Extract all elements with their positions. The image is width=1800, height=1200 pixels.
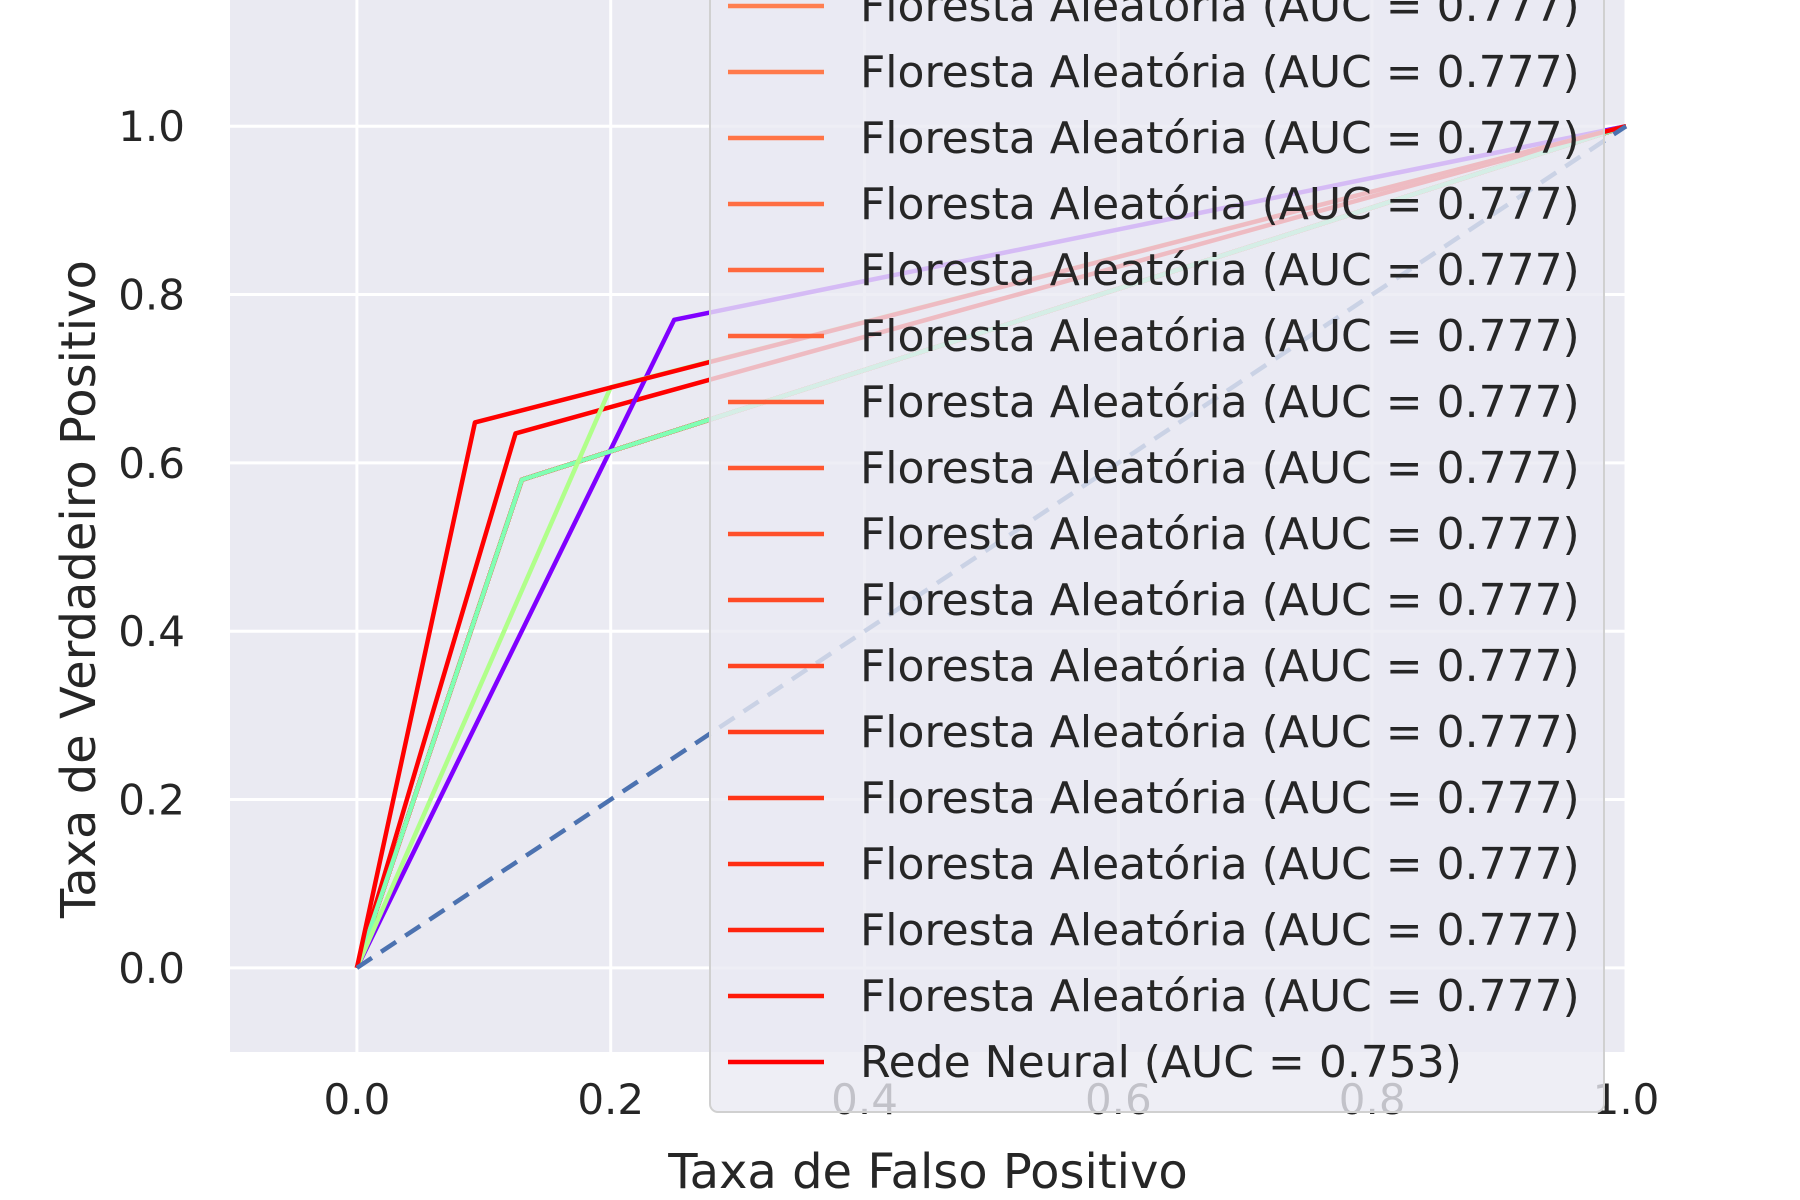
- legend-entry-label: Floresta Aleatória (AUC = 0.777): [860, 707, 1580, 758]
- legend-entry-label: Floresta Aleatória (AUC = 0.777): [860, 575, 1580, 626]
- legend-entry-label: Floresta Aleatória (AUC = 0.777): [860, 113, 1580, 164]
- y-tick-label: 0.6: [118, 439, 185, 488]
- y-tick-label: 0.8: [118, 271, 185, 320]
- legend-entry-label: Floresta Aleatória (AUC = 0.777): [860, 377, 1580, 428]
- y-tick-label: 0.4: [118, 607, 185, 656]
- legend-entry-label: Floresta Aleatória (AUC = 0.777): [860, 905, 1580, 956]
- legend-entry-label: Floresta Aleatória (AUC = 0.777): [860, 0, 1580, 32]
- legend-entry-label: Floresta Aleatória (AUC = 0.777): [860, 179, 1580, 230]
- legend: Floresta Aleatória (AUC = 0.777) Floresta…: [709, 0, 1605, 1113]
- y-tick-label: 0.0: [118, 944, 185, 993]
- legend-entry-label: Floresta Aleatória (AUC = 0.777): [860, 443, 1580, 494]
- y-axis-label: Taxa de Verdadeiro Positivo: [51, 260, 107, 919]
- legend-entry-label: Floresta Aleatória (AUC = 0.777): [860, 971, 1580, 1022]
- legend-entry-label: Floresta Aleatória (AUC = 0.777): [860, 47, 1580, 98]
- legend-frame: [709, 0, 1605, 1113]
- legend-entry-label: Floresta Aleatória (AUC = 0.777): [860, 641, 1580, 692]
- x-axis-label: Taxa de Falso Positivo: [667, 1144, 1188, 1200]
- legend-entry-label: Floresta Aleatória (AUC = 0.777): [860, 245, 1580, 296]
- legend-entry-label: Floresta Aleatória (AUC = 0.777): [860, 311, 1580, 362]
- x-tick-label: 0.2: [577, 1075, 644, 1124]
- legend-entry-label: Rede Neural (AUC = 0.753): [860, 1037, 1462, 1088]
- y-tick-label: 0.2: [118, 776, 185, 825]
- legend-entry-label: Floresta Aleatória (AUC = 0.777): [860, 509, 1580, 560]
- y-axis-ticks: 0.0 0.2 0.4 0.6 0.8 1.0: [118, 102, 185, 993]
- legend-entry-label: Floresta Aleatória (AUC = 0.777): [860, 839, 1580, 890]
- x-tick-label: 0.0: [324, 1075, 391, 1124]
- y-tick-label: 1.0: [118, 102, 185, 151]
- legend-entry-label: Floresta Aleatória (AUC = 0.777): [860, 773, 1580, 824]
